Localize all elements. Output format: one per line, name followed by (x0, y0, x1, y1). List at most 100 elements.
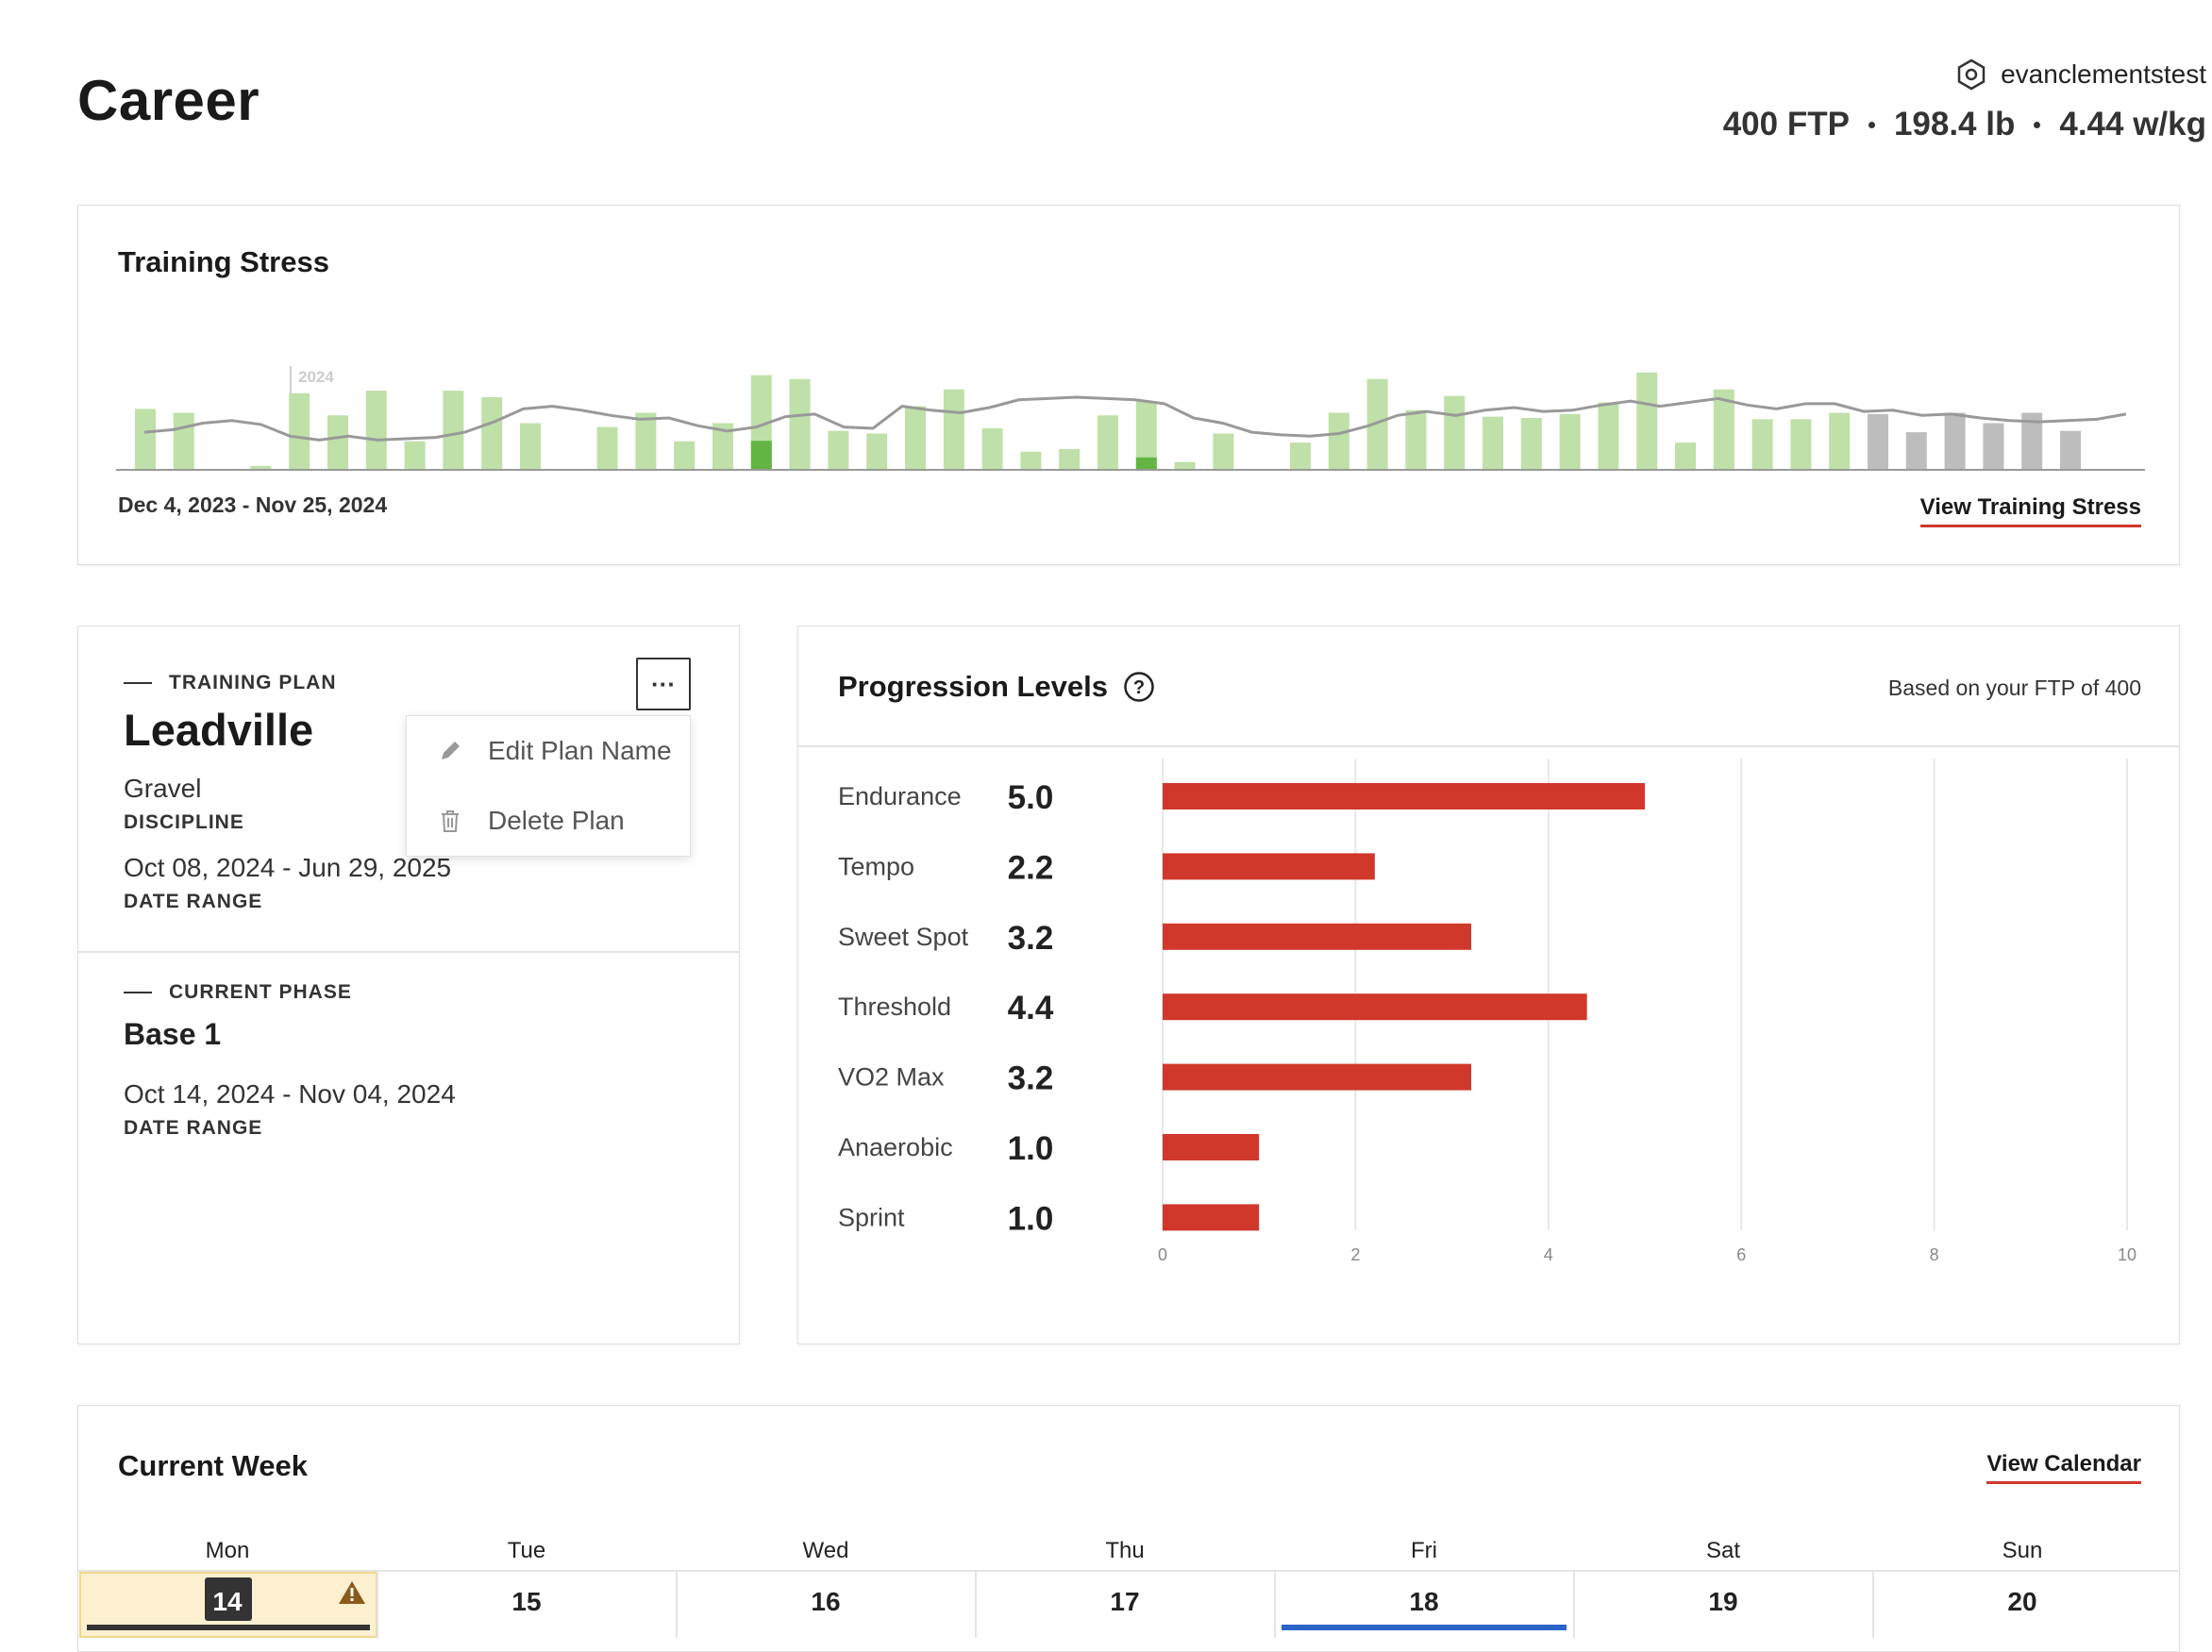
level-category-label: VO2 Max (838, 1063, 945, 1092)
stress-bar[interactable] (828, 430, 849, 470)
stress-bar[interactable] (674, 441, 695, 470)
day-number-sat[interactable]: 19 (1708, 1587, 1738, 1616)
plan-more-button[interactable]: ··· (636, 658, 691, 710)
x-tick-label: 0 (1158, 1245, 1167, 1264)
stress-bar[interactable] (135, 409, 156, 470)
stress-bar[interactable] (327, 415, 348, 470)
hexagon-icon (1957, 58, 1986, 91)
stress-bar[interactable] (404, 441, 426, 470)
level-category-label: Endurance (838, 782, 962, 810)
stress-bar[interactable] (443, 391, 464, 470)
stress-bar[interactable] (1675, 442, 1696, 470)
stress-bar[interactable] (289, 392, 310, 470)
stress-bar[interactable] (1829, 412, 1851, 471)
level-bar[interactable] (1163, 1204, 1260, 1231)
stress-bar[interactable] (1790, 419, 1812, 470)
planned-stress-bar[interactable] (1944, 412, 1966, 471)
stress-bar[interactable] (1520, 418, 1542, 470)
rider-stats: 400 FTP 198.4 lb 4.44 w/kg (1723, 106, 2206, 143)
current-week-title: Current Week (118, 1449, 308, 1482)
stress-bar[interactable] (712, 423, 733, 471)
delete-plan-label: Delete Plan (488, 806, 625, 835)
username: evanclementstest (2001, 59, 2206, 89)
stress-bar[interactable] (1483, 416, 1503, 470)
progression-chart: Endurance 5.0 Tempo 2.2 Sweet Spot 3.2 Thresho… (838, 759, 2137, 1264)
fri-workout-bar[interactable] (1282, 1625, 1567, 1630)
level-bar[interactable] (1163, 783, 1645, 809)
stress-bar[interactable] (1713, 389, 1734, 470)
stress-bar[interactable] (1020, 451, 1042, 470)
planned-stress-bar[interactable] (1983, 423, 2004, 471)
stress-bar[interactable] (1751, 419, 1773, 470)
stress-bar[interactable] (1366, 378, 1388, 470)
stress-bar[interactable] (1098, 415, 1118, 470)
training-stress-date-range: Dec 4, 2023 - Nov 25, 2024 (118, 492, 388, 517)
stress-bar[interactable] (1598, 402, 1619, 471)
view-calendar-link[interactable]: View Calendar (1986, 1451, 2141, 1484)
mon-workout-bar[interactable] (87, 1625, 370, 1630)
planned-stress-bar[interactable] (2021, 412, 2043, 471)
stress-bar[interactable] (1135, 401, 1157, 470)
planned-stress-bar[interactable] (1868, 413, 1888, 470)
day-column-divider (975, 1572, 977, 1638)
planned-stress-bar[interactable] (1905, 432, 1927, 470)
day-number-thu[interactable]: 17 (1110, 1587, 1140, 1616)
level-bar[interactable] (1163, 853, 1375, 880)
stress-bar[interactable] (1290, 442, 1311, 470)
level-value-label: 4.4 (1008, 990, 1054, 1026)
stress-bar[interactable] (981, 428, 1003, 470)
day-number-fri[interactable]: 18 (1409, 1587, 1439, 1616)
progression-levels-card: Progression Levels ? Based on your FTP o… (797, 626, 2180, 1344)
stress-bar[interactable] (596, 426, 618, 470)
stress-bar[interactable] (520, 423, 541, 471)
day-column-divider (676, 1572, 678, 1638)
stress-bar[interactable] (1059, 449, 1081, 470)
weight-stat: 198.4 lb (1893, 106, 2016, 142)
separator-dot (2034, 121, 2041, 128)
phase-date-value: Oct 14, 2024 - Nov 04, 2024 (124, 1079, 456, 1109)
planned-stress-bar[interactable] (2060, 430, 2081, 470)
view-training-stress-link[interactable]: View Training Stress (1919, 494, 2141, 527)
stress-bar[interactable] (365, 391, 387, 470)
wkg-stat: 4.44 w/kg (2059, 106, 2206, 142)
level-bar[interactable] (1163, 1063, 1472, 1091)
level-bar[interactable] (1163, 993, 1587, 1021)
day-number-sun[interactable]: 20 (2007, 1587, 2037, 1616)
stress-bar[interactable] (1559, 413, 1581, 470)
stress-bar[interactable] (1174, 461, 1196, 470)
stress-bar[interactable] (905, 406, 926, 470)
stress-bar[interactable] (173, 412, 194, 471)
day-number-wed[interactable]: 16 (811, 1587, 841, 1616)
help-circle-icon[interactable]: ? (1123, 671, 1155, 703)
stress-bar[interactable] (1328, 412, 1349, 471)
stress-bar[interactable] (481, 397, 503, 470)
stress-bar[interactable] (635, 412, 657, 471)
stress-bar[interactable] (866, 433, 888, 471)
edit-plan-name-item[interactable]: Edit Plan Name (407, 718, 690, 784)
day-column-divider (1274, 1572, 1276, 1638)
training-stress-card: Training Stress 2024 Dec 4, 2023 - Nov 2… (77, 205, 2180, 565)
delete-plan-item[interactable]: Delete Plan (407, 788, 690, 854)
level-value-label: 3.2 (1008, 920, 1054, 957)
level-bar[interactable] (1163, 923, 1472, 950)
trash-icon (442, 810, 459, 832)
training-stress-title: Training Stress (118, 245, 329, 278)
stress-bar[interactable] (1405, 409, 1427, 470)
stress-bar[interactable] (1444, 395, 1466, 470)
stress-bar[interactable] (789, 378, 811, 470)
level-bar[interactable] (1163, 1134, 1260, 1160)
stress-bar[interactable] (1636, 372, 1658, 470)
separator-dot (1868, 121, 1875, 128)
warning-icon[interactable] (338, 1579, 366, 1606)
discipline-value: Gravel (124, 774, 202, 803)
day-number-mon[interactable]: 14 (212, 1587, 243, 1616)
plan-name: Leadville (124, 705, 314, 755)
stress-bar[interactable] (1213, 433, 1234, 471)
stress-bar[interactable] (943, 389, 964, 470)
stress-bar[interactable] (250, 465, 272, 470)
user-info[interactable]: evanclementstest (1955, 58, 2206, 91)
x-tick-label: 6 (1736, 1245, 1746, 1264)
day-number-tue[interactable]: 15 (511, 1587, 542, 1616)
day-column-divider (1573, 1572, 1575, 1638)
level-value-label: 1.0 (1008, 1130, 1054, 1167)
